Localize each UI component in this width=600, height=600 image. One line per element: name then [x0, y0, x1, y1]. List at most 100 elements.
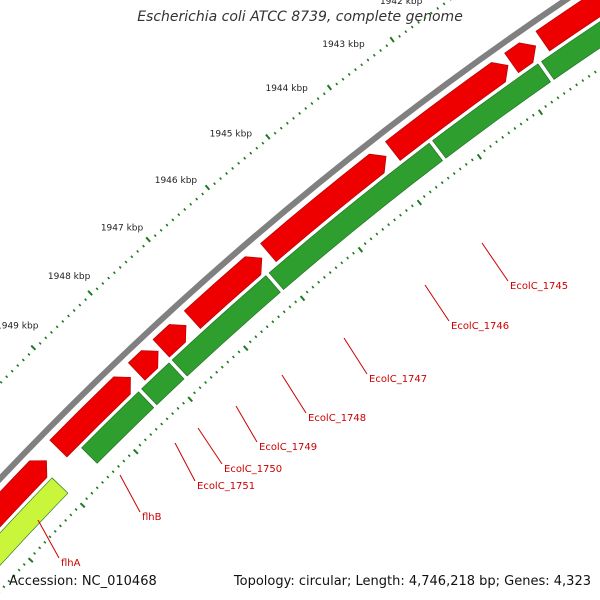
forward-cds: [535, 0, 600, 52]
ruler-tick: [310, 102, 314, 106]
ruler-tick: [429, 11, 433, 15]
ruler-tick: [255, 146, 259, 150]
inner-tick: [288, 305, 292, 309]
inner-tick: [215, 370, 219, 374]
inner-tick: [434, 185, 438, 189]
gene-label: flhB: [142, 512, 162, 523]
inner-tick: [58, 524, 62, 528]
inner-tick: [27, 557, 34, 563]
inner-tick: [149, 433, 153, 437]
inner-tick: [476, 153, 482, 160]
inner-tick: [422, 195, 426, 199]
inner-tick: [393, 218, 396, 222]
inner-tick: [85, 497, 89, 501]
ruler-label: 1949 kbp: [0, 322, 39, 332]
gene-leader-line: [343, 337, 368, 375]
ruler-tick: [436, 6, 440, 10]
forward-cds: [0, 460, 48, 528]
genome-summary-text: Topology: circular; Length: 4,746,218 bp…: [233, 574, 591, 589]
ruler-tick: [136, 249, 140, 253]
inner-tick: [231, 355, 235, 359]
ruler-tick: [417, 20, 420, 24]
inner-tick: [277, 315, 280, 319]
ruler-tick: [204, 184, 211, 191]
ruler-tick: [347, 72, 351, 76]
inner-tick: [537, 109, 544, 116]
ruler-tick: [67, 314, 70, 318]
ruler-tick: [171, 218, 175, 222]
inner-tick: [405, 209, 408, 212]
gene-leader-line: [119, 474, 141, 513]
ruler-tick: [219, 177, 222, 181]
ruler-tick: [16, 364, 20, 368]
ruler-tick: [195, 197, 199, 201]
inner-tick: [204, 381, 208, 384]
ruler-tick: [130, 255, 134, 259]
ruler-tick: [389, 36, 395, 43]
inner-tick: [69, 513, 73, 517]
inner-tick: [519, 122, 523, 126]
inner-tick: [271, 320, 275, 324]
ruler-tick: [316, 97, 320, 101]
ruler-tick: [279, 126, 283, 130]
inner-tick: [440, 181, 444, 185]
ruler-tick: [225, 172, 228, 175]
inner-tick: [375, 232, 379, 236]
inner-tick: [254, 335, 258, 339]
gene-label: EcolC_1749: [259, 442, 317, 453]
inner-tick: [581, 79, 585, 83]
ruler-tick: [0, 380, 3, 384]
inner-tick: [593, 70, 597, 74]
ruler-tick: [101, 281, 105, 285]
ruler-tick: [44, 336, 48, 340]
ruler-label: 1942 kbp: [380, 0, 423, 7]
reverse-cds: [171, 275, 281, 377]
inner-tick: [282, 310, 286, 314]
ruler-label: 1944 kbp: [265, 84, 308, 94]
ruler-tick: [5, 375, 9, 379]
inner-tick: [562, 91, 566, 95]
inner-tick: [53, 529, 57, 533]
forward-cds: [127, 350, 159, 381]
forward-cds: [183, 256, 263, 329]
ruler-tick: [261, 141, 265, 145]
ruler-tick: [326, 84, 333, 91]
inner-tick: [513, 126, 517, 130]
inner-tick: [399, 213, 402, 217]
inner-tick: [483, 149, 486, 153]
gene-label: EcolC_1746: [451, 321, 509, 332]
ruler-tick: [177, 213, 181, 217]
ruler-tick: [304, 106, 308, 110]
inner-tick: [165, 417, 169, 421]
inner-tick: [556, 96, 560, 100]
inner-tick: [117, 464, 120, 468]
inner-tick: [544, 104, 547, 108]
ruler-tick: [273, 131, 277, 135]
inner-tick: [323, 275, 326, 279]
inner-tick: [90, 491, 94, 495]
reverse-cds: [141, 362, 185, 406]
forward-cds: [504, 42, 537, 74]
ruler-tick: [265, 133, 271, 140]
inner-tick: [220, 365, 224, 369]
ruler-tick: [21, 358, 25, 362]
inner-tick: [416, 199, 423, 206]
ruler-tick: [78, 303, 82, 307]
ruler-tick: [292, 116, 295, 120]
inner-tick: [260, 330, 263, 334]
inner-tick: [575, 83, 578, 87]
inner-tick: [311, 285, 315, 289]
gene-label: EcolC_1750: [224, 464, 282, 475]
inner-tick: [127, 454, 131, 458]
inner-tick: [101, 481, 104, 484]
gene-leader-line: [481, 242, 509, 282]
inner-tick: [22, 563, 26, 566]
inner-tick: [79, 502, 86, 509]
inner-tick: [187, 396, 193, 403]
inner-tick: [328, 271, 332, 274]
inner-tick: [550, 100, 554, 104]
ruler-tick: [118, 265, 122, 269]
forward-cds: [152, 324, 187, 358]
